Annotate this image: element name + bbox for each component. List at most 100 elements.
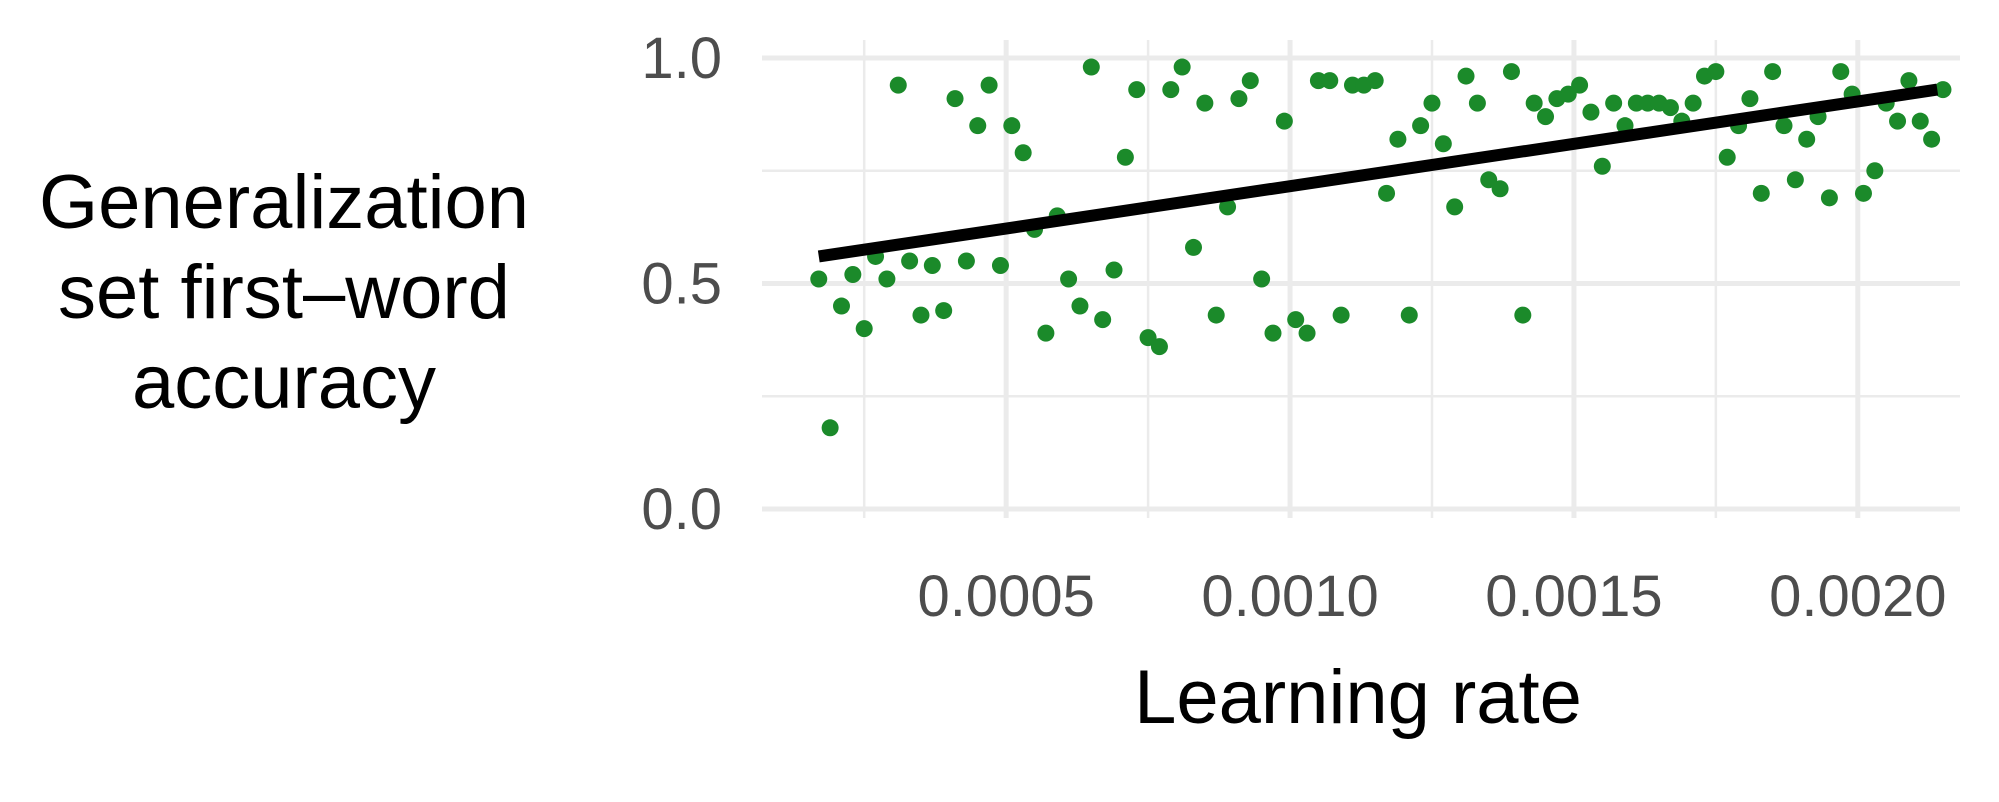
x-tick-labels: 0.0005 0.0010 0.0015 0.0020: [917, 564, 1946, 629]
data-point: [969, 117, 987, 135]
y-tick-labels: 0.0 0.5 1.0: [641, 26, 722, 542]
data-point: [1854, 184, 1872, 202]
data-point: [1537, 108, 1555, 126]
y-axis-label-line-1: Generalization: [39, 160, 529, 245]
major-gridlines: [762, 40, 1960, 518]
data-point: [923, 256, 941, 274]
data-point: [1514, 306, 1532, 324]
data-point: [1264, 324, 1282, 342]
y-axis-label-line-2: set first–word: [58, 250, 510, 335]
data-point: [1207, 306, 1225, 324]
data-point: [1752, 184, 1770, 202]
data-point: [1003, 117, 1021, 135]
data-point: [1786, 171, 1804, 189]
data-point: [1412, 117, 1430, 135]
y-tick-label: 0.5: [641, 252, 722, 317]
data-point: [1241, 72, 1259, 90]
data-point: [1298, 324, 1316, 342]
data-point: [1571, 76, 1589, 94]
data-point: [1707, 63, 1725, 81]
data-point: [1321, 72, 1339, 90]
data-point: [1105, 261, 1123, 279]
data-point: [1900, 72, 1918, 90]
data-point: [1332, 306, 1350, 324]
data-point: [1911, 112, 1929, 130]
data-point: [1582, 103, 1600, 121]
data-point: [991, 256, 1009, 274]
data-point: [844, 265, 862, 283]
data-point: [1764, 63, 1782, 81]
data-point: [1275, 112, 1293, 130]
data-point: [1173, 58, 1191, 76]
data-point: [1832, 63, 1850, 81]
data-point: [1366, 72, 1384, 90]
data-point: [1219, 198, 1237, 216]
data-point: [901, 252, 919, 270]
data-point: [1434, 135, 1452, 153]
data-point: [980, 76, 998, 94]
data-point: [1230, 90, 1248, 108]
data-point: [1923, 130, 1941, 148]
y-tick-label: 0.0: [641, 477, 722, 542]
data-point: [1150, 338, 1168, 356]
data-point: [1094, 311, 1112, 329]
data-point: [912, 306, 930, 324]
data-point: [935, 302, 953, 320]
data-point: [1593, 157, 1611, 175]
data-point: [1775, 117, 1793, 135]
data-point: [1468, 94, 1486, 112]
data-point: [878, 270, 896, 288]
data-point: [1889, 112, 1907, 130]
data-point: [1037, 324, 1055, 342]
data-point: [1502, 63, 1520, 81]
data-point: [1866, 162, 1884, 180]
data-point: [1116, 148, 1134, 166]
data-point: [1128, 81, 1146, 99]
data-point: [1820, 189, 1838, 207]
data-point: [1400, 306, 1418, 324]
data-point: [1525, 94, 1543, 112]
x-tick-label: 0.0020: [1769, 564, 1946, 629]
data-point: [1605, 94, 1623, 112]
data-point: [1661, 99, 1679, 117]
data-point: [1014, 144, 1032, 162]
data-point: [1185, 238, 1203, 256]
data-point: [957, 252, 975, 270]
data-point: [1253, 270, 1271, 288]
data-point: [1139, 329, 1157, 347]
data-point: [1480, 171, 1498, 189]
data-point: [1798, 130, 1816, 148]
data-point: [855, 320, 873, 338]
data-point: [821, 419, 839, 437]
data-point: [1423, 94, 1441, 112]
x-tick-label: 0.0005: [917, 564, 1094, 629]
data-point: [1378, 184, 1396, 202]
data-point: [946, 90, 964, 108]
data-point: [889, 76, 907, 94]
data-point: [1071, 297, 1089, 315]
data-point: [1082, 58, 1100, 76]
data-point: [1196, 94, 1214, 112]
data-point: [1559, 85, 1577, 103]
x-tick-label: 0.0015: [1485, 564, 1662, 629]
data-point: [1718, 148, 1736, 166]
data-point: [1741, 90, 1759, 108]
data-point: [1684, 94, 1702, 112]
x-tick-label: 0.0010: [1201, 564, 1378, 629]
data-point: [1934, 81, 1952, 99]
y-tick-label: 1.0: [641, 26, 722, 91]
data-point: [1457, 67, 1475, 85]
data-point: [1446, 198, 1464, 216]
trend-line: [817, 83, 1939, 263]
data-point: [1491, 180, 1509, 198]
data-point: [832, 297, 850, 315]
data-point: [1389, 130, 1407, 148]
x-axis-label: Learning rate: [1134, 655, 1582, 740]
data-point: [1060, 270, 1078, 288]
data-point: [1162, 81, 1180, 99]
data-point: [810, 270, 828, 288]
data-point: [1287, 311, 1305, 329]
y-axis-label-line-3: accuracy: [132, 340, 436, 425]
y-axis-label: Generalization set first–word accuracy: [39, 160, 529, 425]
